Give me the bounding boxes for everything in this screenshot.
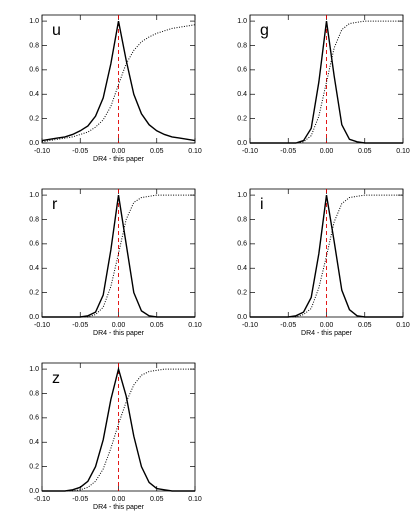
x-tick-label: 0.10 xyxy=(188,148,202,155)
x-tick-label: 0.00 xyxy=(112,496,126,503)
x-tick-label: -0.05 xyxy=(72,322,88,329)
x-tick-label: -0.05 xyxy=(72,148,88,155)
y-tick-label: 1.0 xyxy=(29,192,39,199)
x-tick-label: 0.10 xyxy=(396,148,410,155)
y-tick-label: 0.2 xyxy=(29,115,39,122)
data-line xyxy=(41,20,196,142)
x-tick-label: -0.10 xyxy=(34,496,50,503)
y-tick-label: 0.0 xyxy=(237,140,247,147)
x-axis-label: DR4 - this paper xyxy=(93,156,145,163)
panel-label: r xyxy=(52,196,58,213)
x-axis-label: DR4 - this paper xyxy=(93,330,145,337)
x-tick-label: -0.05 xyxy=(280,148,296,155)
x-tick-label: -0.05 xyxy=(280,322,296,329)
y-tick-label: 0.6 xyxy=(237,67,247,74)
y-tick-label: 0.2 xyxy=(29,289,39,296)
y-tick-label: 0.4 xyxy=(29,265,39,272)
panel-label: u xyxy=(52,22,61,39)
x-tick-label: 0.10 xyxy=(188,496,202,503)
panel-label: z xyxy=(52,370,60,387)
y-tick-label: 0.2 xyxy=(237,289,247,296)
x-tick-label: 0.05 xyxy=(150,322,164,329)
y-tick-label: 0.0 xyxy=(29,140,39,147)
x-tick-label: 0.05 xyxy=(358,148,372,155)
x-tick-label: 0.10 xyxy=(188,322,202,329)
x-axis-label: DR4 - this paper xyxy=(301,330,353,337)
x-axis-label: DR4 - this paper xyxy=(93,504,145,511)
x-tick-label: -0.10 xyxy=(242,322,258,329)
y-tick-label: 0.0 xyxy=(29,314,39,321)
x-tick-label: 0.00 xyxy=(320,322,334,329)
y-tick-label: 0.2 xyxy=(237,115,247,122)
y-tick-label: 0.4 xyxy=(29,91,39,98)
x-tick-label: 0.00 xyxy=(112,322,126,329)
data-line xyxy=(42,194,195,318)
x-tick-label: -0.05 xyxy=(72,496,88,503)
panel-label: g xyxy=(260,22,269,39)
data-line xyxy=(41,24,196,143)
y-tick-label: 0.6 xyxy=(237,241,247,248)
x-tick-label: 0.05 xyxy=(150,148,164,155)
y-tick-label: 0.8 xyxy=(29,216,39,223)
y-tick-label: 0.8 xyxy=(237,216,247,223)
x-tick-label: 0.10 xyxy=(396,322,410,329)
data-line xyxy=(250,194,403,318)
x-tick-label: 0.05 xyxy=(150,496,164,503)
x-tick-label: -0.10 xyxy=(34,148,50,155)
y-tick-label: 0.6 xyxy=(29,67,39,74)
y-tick-label: 0.8 xyxy=(29,42,39,49)
y-tick-label: 0.4 xyxy=(29,439,39,446)
y-tick-label: 1.0 xyxy=(237,18,247,25)
data-line xyxy=(42,368,195,492)
y-tick-label: 0.4 xyxy=(237,265,247,272)
y-tick-label: 0.6 xyxy=(29,241,39,248)
data-line xyxy=(250,20,403,144)
y-tick-label: 0.2 xyxy=(29,463,39,470)
x-tick-label: 0.00 xyxy=(112,148,126,155)
x-tick-label: -0.10 xyxy=(34,322,50,329)
y-tick-label: 0.0 xyxy=(237,314,247,321)
x-tick-label: -0.10 xyxy=(242,148,258,155)
y-tick-label: 0.4 xyxy=(237,91,247,98)
x-tick-label: 0.00 xyxy=(320,148,334,155)
y-tick-label: 0.8 xyxy=(29,390,39,397)
y-tick-label: 0.0 xyxy=(29,488,39,495)
y-tick-label: 1.0 xyxy=(29,366,39,373)
panel-label: i xyxy=(260,196,264,213)
y-tick-label: 0.6 xyxy=(29,415,39,422)
y-tick-label: 1.0 xyxy=(29,18,39,25)
y-tick-label: 1.0 xyxy=(237,192,247,199)
y-tick-label: 0.8 xyxy=(237,42,247,49)
x-tick-label: 0.05 xyxy=(358,322,372,329)
